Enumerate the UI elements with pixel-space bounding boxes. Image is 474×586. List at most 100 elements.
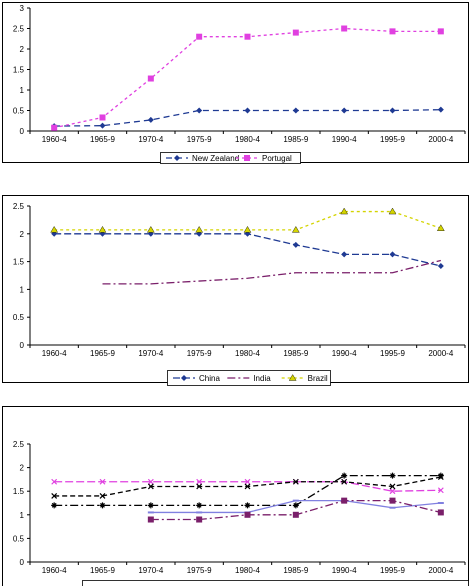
legend-label: New Zealand — [192, 154, 239, 163]
data-point — [99, 122, 106, 129]
data-point — [244, 483, 251, 490]
data-point — [389, 488, 396, 495]
data-point — [51, 492, 58, 499]
data-point — [389, 472, 396, 479]
y-tick-label: 0.5 — [13, 313, 25, 322]
legend: New Zealand Portugal — [160, 152, 301, 164]
data-point — [147, 511, 154, 514]
data-point — [147, 516, 154, 523]
data-point — [51, 124, 58, 131]
data-point — [244, 502, 251, 509]
y-tick-label: 2 — [20, 464, 25, 473]
x-tick-label: 1990-4 — [332, 566, 357, 575]
series-2 — [51, 25, 444, 131]
legend-marker — [288, 374, 297, 381]
y-tick-label: 0.5 — [13, 107, 25, 116]
data-point — [147, 478, 154, 485]
y-tick-label: 1.5 — [13, 258, 25, 267]
x-tick-label: 1995-9 — [380, 349, 405, 358]
y-tick-label: 2 — [20, 230, 25, 239]
data-point — [292, 499, 299, 502]
x-tick-label: 1975-9 — [187, 135, 212, 144]
x-tick-label: 2000-4 — [428, 566, 453, 575]
x-tick-label: 1965-9 — [90, 135, 115, 144]
x-tick-label: 1970-4 — [138, 135, 163, 144]
legend: China India Brazil — [167, 370, 331, 386]
data-point — [99, 492, 106, 499]
x-tick-label: 1990-4 — [332, 349, 357, 358]
data-point — [146, 226, 155, 233]
chart-panel-3: 0 0.5 1 1.5 2 2.5 1960-4 1965-9 1970-4 1975-9 1980… — [2, 406, 469, 586]
data-point — [147, 75, 154, 82]
data-point — [292, 478, 299, 485]
data-point — [196, 107, 203, 114]
x-tick-label: 1960-4 — [42, 566, 67, 575]
series-3 — [50, 207, 445, 233]
legend-box — [82, 580, 469, 586]
chart-panel-2: 0 0.5 1 1.5 2 2.5 1960-4 1965-9 1970-4 1975-9 1980… — [2, 195, 469, 386]
series-5 — [147, 497, 444, 523]
series-3 — [51, 472, 444, 509]
data-point — [195, 226, 204, 233]
data-point — [99, 114, 106, 121]
y-tick-label: 2.5 — [13, 440, 25, 449]
data-point — [51, 478, 58, 485]
data-point — [340, 207, 349, 215]
x-tick-label: 1990-4 — [332, 135, 357, 144]
data-point — [99, 478, 106, 485]
data-point — [50, 226, 59, 233]
legend-box — [160, 152, 301, 164]
y-tick-label: 1.5 — [13, 487, 25, 496]
data-point — [244, 107, 251, 114]
data-point — [389, 506, 396, 509]
x-tick-label: 1965-9 — [90, 349, 115, 358]
data-point — [292, 502, 299, 509]
y-tick-label: 0 — [20, 127, 25, 136]
x-tick-label: 1980-4 — [235, 566, 260, 575]
data-point — [292, 29, 299, 36]
legend-label: Brazil — [308, 374, 328, 383]
data-point — [437, 472, 444, 479]
data-point — [196, 483, 203, 490]
data-point — [389, 497, 396, 504]
data-point — [292, 511, 299, 518]
data-point — [196, 516, 203, 523]
y-tick-label: 1 — [20, 86, 25, 95]
data-point — [292, 107, 299, 114]
y-tick-label: 1.5 — [13, 66, 25, 75]
legend-marker — [174, 155, 180, 161]
data-point — [437, 487, 444, 494]
data-point — [437, 106, 444, 113]
data-point — [196, 511, 203, 514]
x-tick-label: 2000-4 — [428, 349, 453, 358]
data-point — [389, 28, 396, 35]
chart-panel-1: 0 0.5 1 1.5 2 2.5 3 1960-4 1965-9 1970-4 1975-9 198… — [2, 2, 469, 164]
data-point — [389, 483, 396, 490]
data-point — [99, 502, 106, 509]
legend-label: India — [253, 374, 271, 383]
chart-frame — [2, 195, 469, 383]
x-tick-label: 1985-9 — [283, 349, 308, 358]
y-tick-label: 2 — [20, 45, 25, 54]
y-tick-label: 0 — [20, 341, 25, 350]
data-point — [341, 497, 348, 504]
x-tick-label: 1960-4 — [42, 135, 67, 144]
data-point — [436, 224, 445, 231]
x-tick-label: 1985-9 — [283, 566, 308, 575]
data-point — [147, 116, 154, 123]
data-point — [388, 207, 397, 215]
x-tick-label: 1965-9 — [90, 566, 115, 575]
data-point — [196, 502, 203, 509]
x-tick-label: 1970-4 — [138, 349, 163, 358]
data-point — [389, 107, 396, 114]
data-point — [437, 28, 444, 35]
y-tick-label: 3 — [20, 4, 25, 13]
x-tick-label: 2000-4 — [428, 135, 453, 144]
x-tick-label: 1970-4 — [138, 566, 163, 575]
y-tick-label: 2.5 — [13, 25, 25, 34]
data-point — [389, 251, 396, 258]
data-point — [196, 478, 203, 485]
x-tick-label: 1975-9 — [187, 349, 212, 358]
legend-label: China — [199, 374, 220, 383]
